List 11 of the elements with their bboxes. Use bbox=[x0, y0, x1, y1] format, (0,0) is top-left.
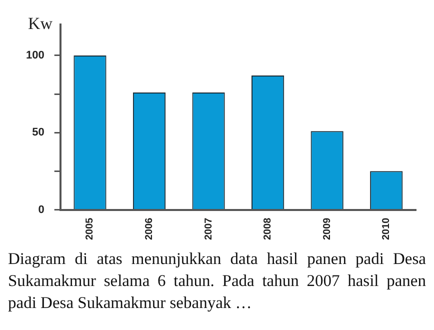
y-tick-label: 50 bbox=[32, 126, 44, 139]
y-axis-title: Kw bbox=[28, 14, 54, 33]
x-tick-label: 2008 bbox=[262, 217, 274, 240]
x-tick-label: 2010 bbox=[381, 217, 392, 240]
x-tick-label: 2009 bbox=[322, 217, 333, 240]
text: Diagram di atas menunjukkan data hasil panen padi Desa Sukamakmur selama 6 tahun. Pada tahun 2007 hasil panen padi Desa Sukamakmur sebanyak … bbox=[8, 248, 426, 314]
x-tick-label: 2007 bbox=[203, 217, 214, 240]
y-tick-label: 0 bbox=[38, 204, 44, 216]
x-tick-label: 2006 bbox=[144, 217, 156, 240]
x-tick-label: 2005 bbox=[84, 217, 96, 240]
y-tick-label: 100 bbox=[26, 49, 44, 62]
